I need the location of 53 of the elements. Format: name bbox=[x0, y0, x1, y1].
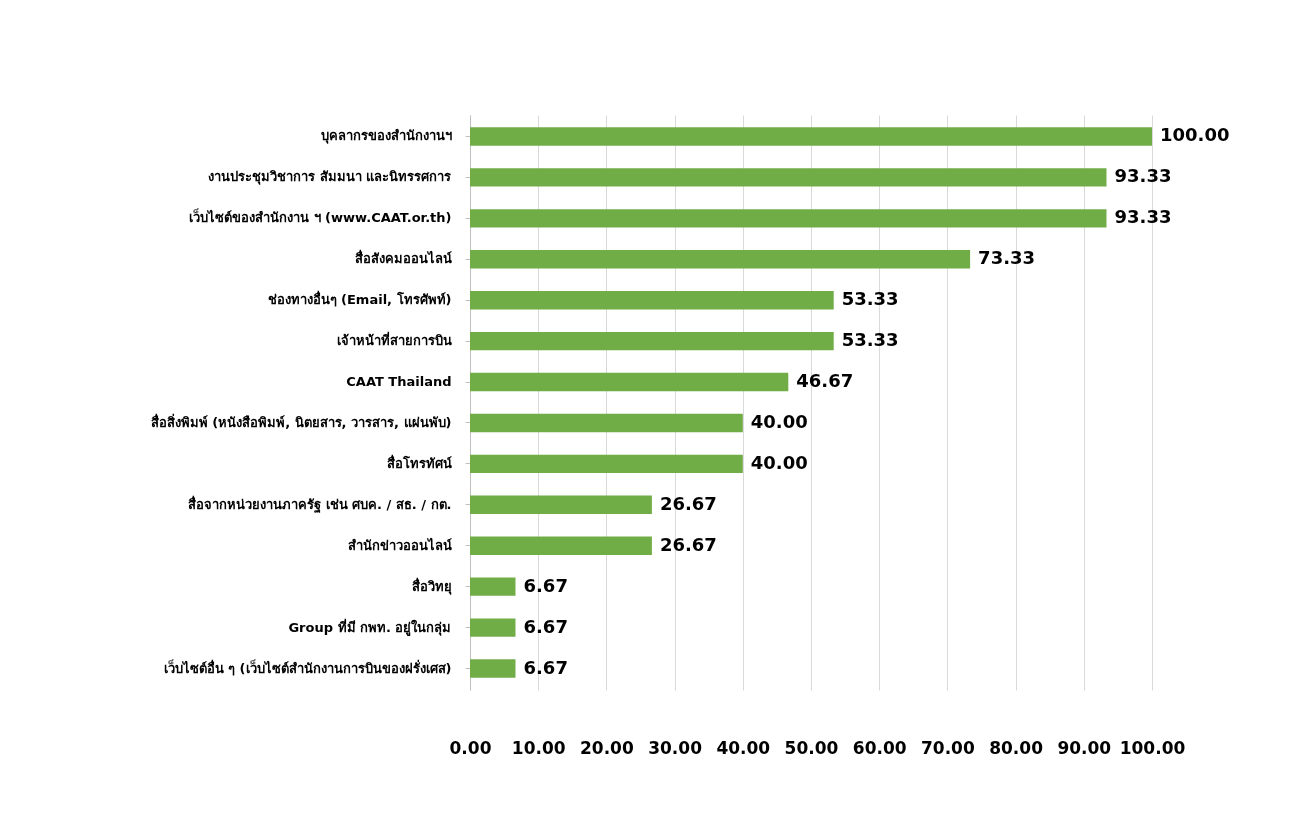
x-tick-label: 30.00 bbox=[648, 737, 703, 758]
y-tick-label: สื่อสิ่งพิมพ์ (หนังสือพิมพ์, นิตยสาร, วารสาร, แผ่นพับ) bbox=[150, 412, 452, 430]
bar bbox=[470, 290, 834, 310]
data-label: 26.67 bbox=[659, 492, 717, 514]
x-tick-label: 40.00 bbox=[716, 737, 771, 758]
y-tick-label: สื่อจากหน่วยงานภาครัฐ เช่น ศบค. / สธ. / กต. bbox=[188, 494, 452, 514]
y-tick-label: สำนักข่าวออนไลน์ bbox=[347, 536, 452, 553]
y-tick-label: CAAT Thailand bbox=[346, 374, 452, 390]
bar bbox=[470, 536, 652, 555]
bar bbox=[470, 659, 516, 678]
bar bbox=[470, 331, 834, 351]
data-label: 93.33 bbox=[1114, 206, 1172, 228]
data-label: 40.00 bbox=[750, 451, 808, 473]
bar bbox=[470, 454, 743, 474]
data-label: 40.00 bbox=[750, 410, 808, 432]
x-tick-label: 80.00 bbox=[989, 737, 1044, 758]
y-tick-label: เจ้าหน้าที่สายการบิน bbox=[336, 331, 452, 349]
bar bbox=[470, 168, 1107, 187]
x-tick-label: 90.00 bbox=[1057, 737, 1112, 758]
bar bbox=[470, 577, 516, 596]
x-tick-label: 50.00 bbox=[784, 737, 839, 758]
data-label: 46.67 bbox=[796, 370, 854, 392]
bar bbox=[470, 209, 1107, 228]
x-tick-label: 10.00 bbox=[511, 737, 566, 758]
data-label: 100.00 bbox=[1160, 124, 1230, 146]
data-label: 26.67 bbox=[659, 533, 717, 555]
y-tick-label: เว็บไซต์ของสำนักงาน ฯ (www.CAAT.or.th) bbox=[189, 208, 452, 226]
x-tick-label: 20.00 bbox=[580, 737, 634, 758]
bar bbox=[470, 413, 743, 433]
x-tick-label: 100.00 bbox=[1119, 737, 1186, 758]
y-tick-label: งานประชุมวิชาการ สัมมนา และนิทรรศการ bbox=[208, 169, 452, 186]
data-label: 6.67 bbox=[523, 656, 568, 678]
data-label: 53.33 bbox=[841, 288, 899, 310]
y-tick-label: ช่องทางอื่นๆ (Email, โทรศัพท์) bbox=[267, 290, 452, 308]
bar bbox=[470, 250, 971, 269]
data-label: 93.33 bbox=[1114, 165, 1172, 187]
y-tick-label: บุคลากรของสำนักงานฯ bbox=[320, 128, 452, 145]
data-label: 53.33 bbox=[841, 329, 899, 351]
y-tick-label: สื่อวิทยุ bbox=[411, 576, 452, 595]
x-tick-label: 70.00 bbox=[921, 737, 975, 758]
bar bbox=[470, 372, 789, 392]
data-label: 73.33 bbox=[978, 247, 1036, 269]
x-tick-label: 60.00 bbox=[852, 737, 907, 758]
y-tick-label: สื่อสังคมออนไลน์ bbox=[354, 249, 452, 267]
data-label: 6.67 bbox=[523, 574, 568, 596]
bar bbox=[470, 495, 652, 515]
bar bbox=[470, 127, 1152, 146]
y-tick-label: สื่อโทรทัศน์ bbox=[386, 453, 452, 471]
x-tick-label: 0.00 bbox=[449, 737, 492, 758]
y-tick-label: เว็บไซต์อื่น ๆ (เว็บไซต์สำนักงานการบินของฝรั่งเศส) bbox=[163, 658, 452, 676]
bar bbox=[470, 618, 516, 637]
data-label: 6.67 bbox=[523, 615, 568, 637]
y-tick-label: Group ที่มี กพท. อยู่ในกลุ่ม bbox=[288, 617, 452, 636]
